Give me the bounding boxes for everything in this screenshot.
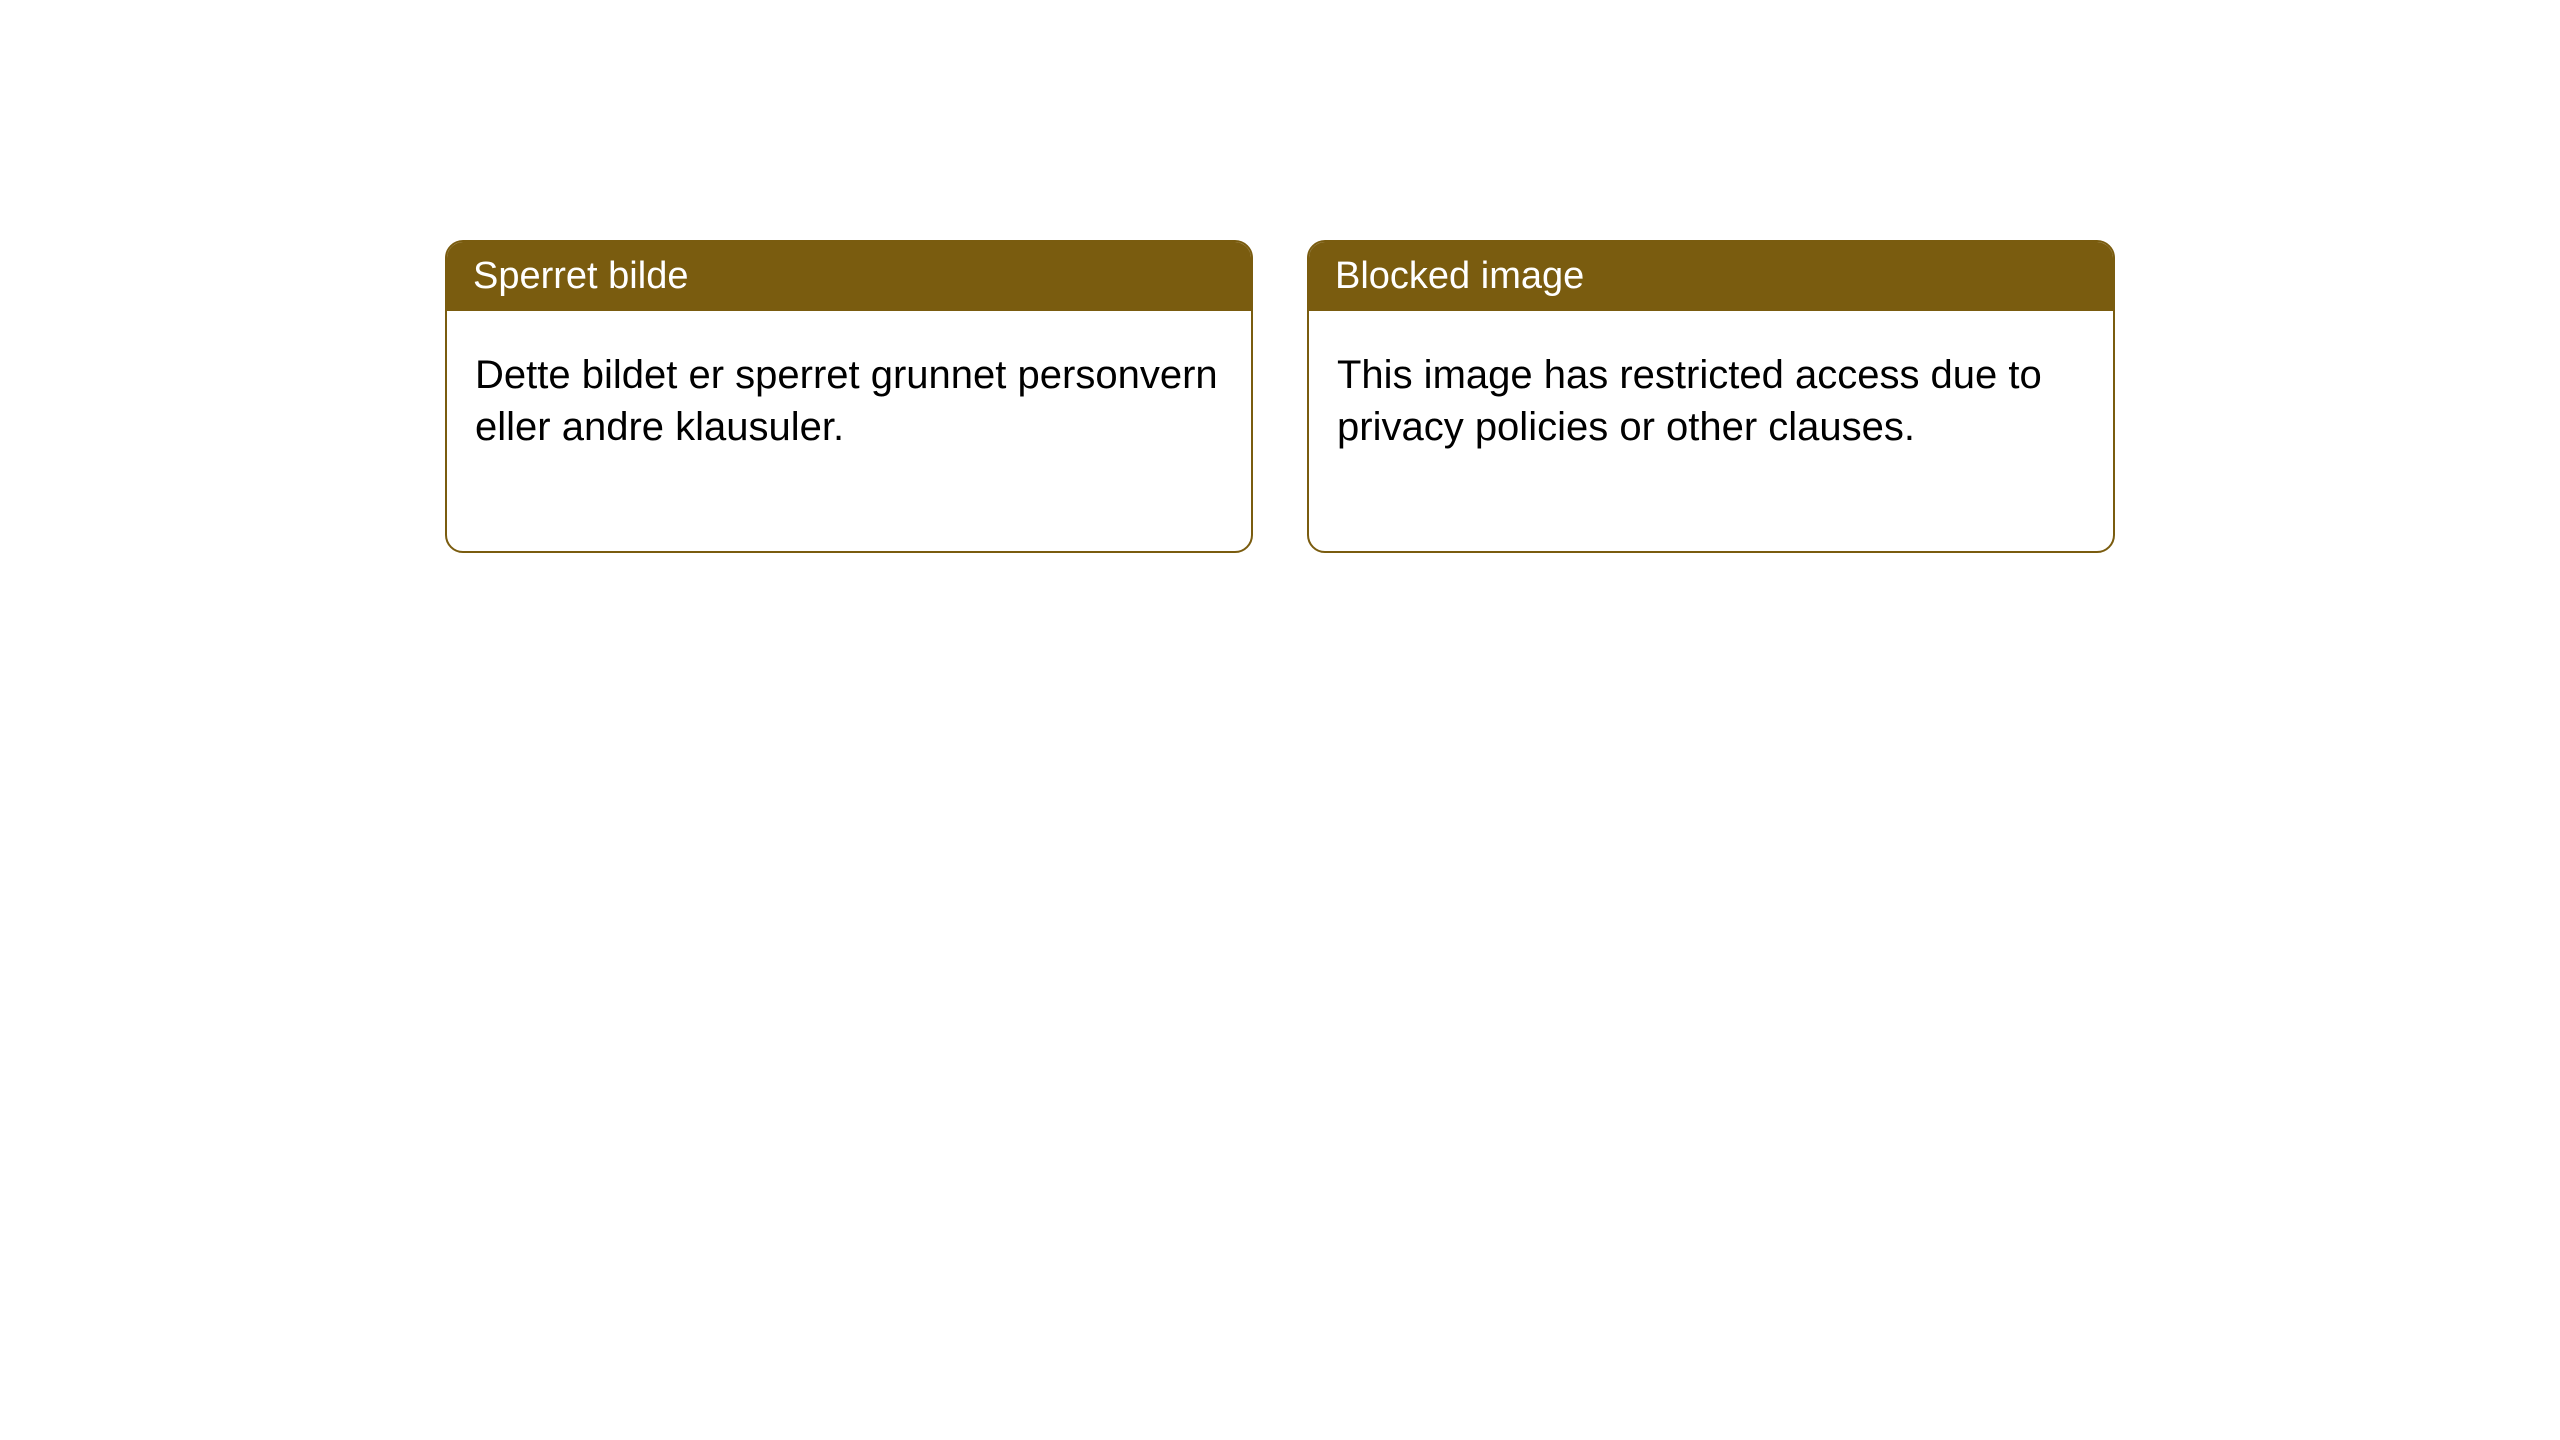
- notice-body: This image has restricted access due to …: [1309, 311, 2113, 551]
- notice-card-english: Blocked image This image has restricted …: [1307, 240, 2115, 553]
- notice-title: Sperret bilde: [447, 242, 1251, 311]
- notice-container: Sperret bilde Dette bildet er sperret gr…: [0, 0, 2560, 553]
- notice-title: Blocked image: [1309, 242, 2113, 311]
- notice-body: Dette bildet er sperret grunnet personve…: [447, 311, 1251, 551]
- notice-card-norwegian: Sperret bilde Dette bildet er sperret gr…: [445, 240, 1253, 553]
